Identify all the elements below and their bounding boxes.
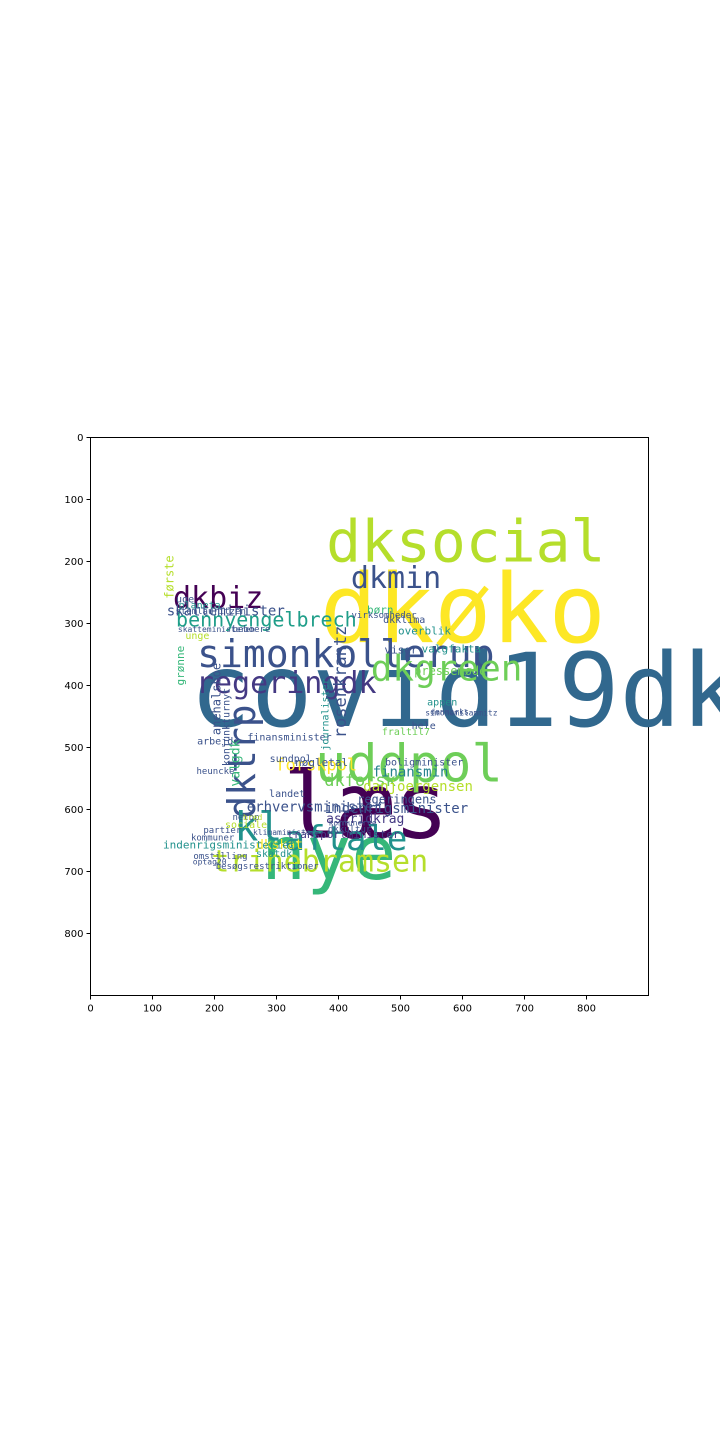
- cloud-word: covid19dk: [190, 632, 720, 751]
- cloud-word: nye: [261, 809, 396, 897]
- cloud-word: indenrigsministeriet: [163, 839, 295, 852]
- cloud-word: appen: [427, 697, 457, 708]
- cloud-word: regeringdk: [196, 666, 377, 701]
- cloud-word: valgfakta: [422, 643, 482, 656]
- cloud-word: erhvervsminister: [247, 799, 382, 815]
- x-tick-label: 800: [577, 1004, 596, 1015]
- cloud-word: rosenkrantz: [331, 626, 351, 739]
- cloud-word: læs: [283, 752, 449, 859]
- cloud-word: viser: [384, 643, 417, 656]
- cloud-word: besøgsrestriktioner: [216, 862, 320, 872]
- plot-frame: [90, 437, 649, 996]
- y-tick-label: 100: [64, 495, 83, 506]
- x-tick-label: 100: [143, 1004, 162, 1015]
- cloud-word: arbejde: [197, 736, 239, 747]
- cloud-word: simonkollerup: [197, 632, 494, 676]
- cloud-word: bennyengelbrech: [176, 608, 357, 632]
- cloud-word: uddpol: [315, 735, 503, 795]
- y-tick-label: 500: [64, 743, 83, 754]
- x-tick-label: 700: [515, 1004, 534, 1015]
- cloud-word: transportminister: [287, 828, 400, 841]
- cloud-word: skatdk: [256, 849, 292, 860]
- y-tick-label: 300: [64, 619, 83, 630]
- cloud-word: omstilling: [193, 852, 247, 862]
- y-axis-ticks: 0 100 200 300 400 500 600 700 800: [64, 433, 91, 940]
- cloud-word: stemlauritzen: [175, 607, 245, 617]
- cloud-word: dkskat: [256, 838, 303, 853]
- cloud-word: dkgreen: [371, 649, 523, 690]
- cloud-word: indenrigsminister: [325, 801, 468, 817]
- cloud-word: overblik: [398, 625, 451, 638]
- cloud-word: klimaminister: [253, 828, 316, 837]
- y-tick-label: 600: [64, 805, 83, 816]
- cloud-word: virksomheder: [352, 611, 418, 621]
- cloud-word: planeta: [179, 601, 221, 612]
- x-tick-label: 300: [267, 1004, 286, 1015]
- cloud-word: finansmin: [373, 765, 449, 781]
- y-tick-label: 200: [64, 557, 83, 568]
- cloud-word: trinebramsen: [211, 845, 428, 880]
- cloud-word: beboere: [232, 625, 270, 635]
- cloud-word: sundpol: [270, 754, 312, 765]
- cloud-word: boligminister: [385, 757, 463, 768]
- cloud-word: valgdk: [228, 739, 243, 786]
- cloud-word: danmarks: [430, 708, 469, 717]
- cloud-word: nøgletal: [295, 756, 348, 769]
- cloud-word: aftale: [285, 819, 408, 859]
- cloud-word: danjoergensen: [363, 779, 473, 795]
- cloud-word: heuncke: [197, 767, 235, 777]
- cloud-word: journalister: [321, 678, 332, 750]
- cloud-word: sociale: [225, 820, 267, 831]
- cloud-word: partier: [203, 826, 242, 836]
- x-axis-ticks: 0 100 200 300 400 500 600 700 800: [87, 995, 596, 1015]
- cloud-word: forskpol: [275, 755, 357, 775]
- cloud-word: skatteminister: [167, 603, 285, 619]
- x-tick-label: 0: [87, 1004, 93, 1015]
- cloud-word: kommuner: [191, 834, 235, 844]
- cloud-word: bred: [243, 813, 262, 822]
- cloud-word: skatteministeren: [178, 625, 255, 634]
- cloud-word: optag20: [193, 858, 227, 867]
- x-tick-label: 600: [453, 1004, 472, 1015]
- cloud-word: landet: [269, 789, 305, 800]
- cloud-word: astridkrag: [326, 812, 404, 827]
- cloud-word: dkklima: [383, 615, 425, 626]
- cloud-word: netop: [232, 813, 259, 823]
- cloud-word: grønne: [174, 646, 187, 686]
- cloud-word: simonemilammitz: [425, 708, 497, 717]
- cloud-word: anehalsboe: [210, 663, 224, 735]
- cloud-word: kl: [234, 805, 282, 851]
- x-tick-label: 400: [329, 1004, 348, 1015]
- cloud-word: dkøko: [320, 555, 606, 665]
- x-tick-label: 200: [205, 1004, 224, 1015]
- cloud-word: konjunkturnyt: [221, 688, 232, 766]
- cloud-word: dkkultur: [328, 825, 372, 835]
- cloud-word: dkmin: [351, 561, 441, 596]
- y-tick-label: 0: [77, 433, 83, 444]
- cloud-word: unge: [185, 631, 209, 642]
- cloud-word: dkforsk: [324, 771, 396, 791]
- y-tick-label: 700: [64, 867, 83, 878]
- y-tick-label: 800: [64, 929, 83, 940]
- x-tick-label: 500: [391, 1004, 410, 1015]
- cloud-word: finansminister: [247, 733, 331, 744]
- cloud-word: pressemøde: [414, 664, 486, 678]
- y-tick-label: 400: [64, 681, 83, 692]
- cloud-word: uge: [176, 594, 194, 605]
- cloud-word: hele: [412, 721, 436, 732]
- cloud-word: børn: [367, 604, 394, 617]
- cloud-word: regeringens: [357, 792, 436, 806]
- cloud-word: kommunerne: [329, 819, 377, 828]
- cloud-word: dksocial: [326, 508, 605, 576]
- cloud-word: dkbiz: [173, 581, 263, 616]
- cloud-word: første: [163, 555, 177, 598]
- cloud-word: fraltil7: [382, 727, 430, 738]
- cloud-word: dktrp: [220, 704, 264, 818]
